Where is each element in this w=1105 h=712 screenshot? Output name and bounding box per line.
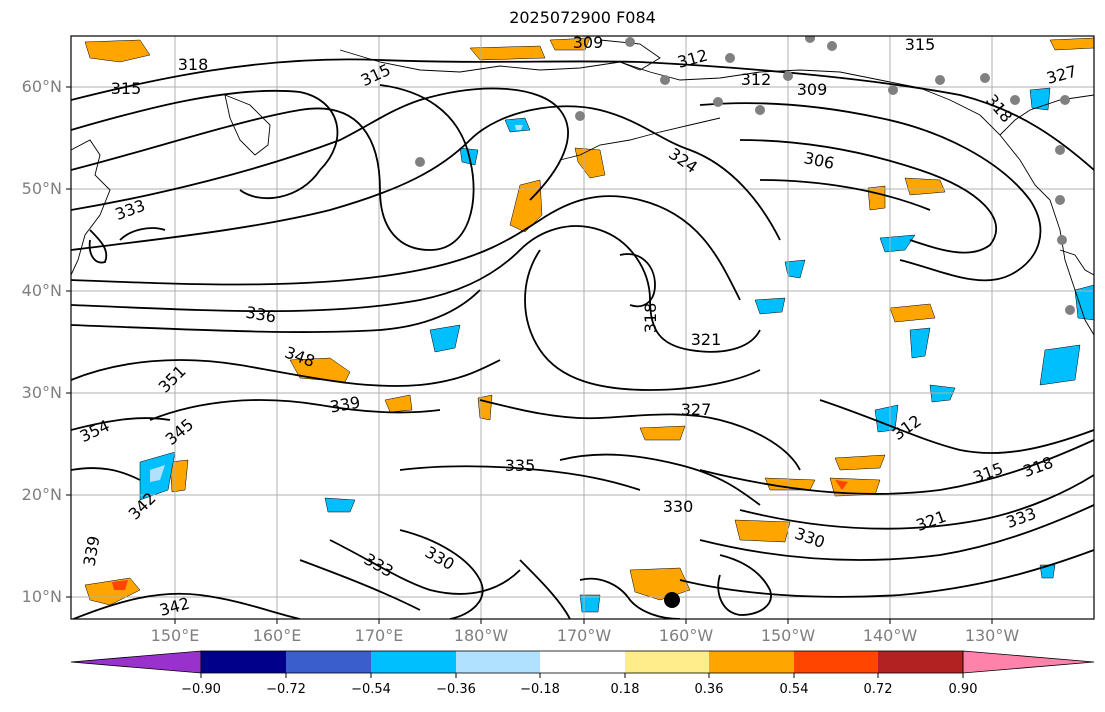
contour-label: 327 <box>681 400 712 419</box>
axis-ticks <box>66 86 993 624</box>
lon-label: 140°W <box>862 626 918 645</box>
contour-label: 330 <box>663 497 694 516</box>
colorbar-bin <box>201 651 286 673</box>
colorbar-extend-min <box>70 650 202 674</box>
contour-label: 315 <box>905 35 936 54</box>
map-area <box>71 36 1094 619</box>
colorbar-tick-label: 0.54 <box>779 682 809 697</box>
colorbar-bin <box>878 651 963 673</box>
lon-label: 150°E <box>150 626 200 645</box>
map-border <box>70 35 1095 620</box>
contour-label: 335 <box>505 456 536 475</box>
lon-label: 160°W <box>658 626 714 645</box>
contour-label: 318 <box>641 303 660 334</box>
lon-label: 150°W <box>760 626 816 645</box>
contour-label: 315 <box>111 79 142 98</box>
lon-label: 180°W <box>453 626 509 645</box>
contour-label: 318 <box>178 55 209 74</box>
colorbar-tick-label: −0.36 <box>436 682 476 697</box>
lat-label: 20°N <box>21 485 62 504</box>
colorbar-tick-label: −0.18 <box>520 682 560 697</box>
contour-label: 321 <box>691 330 722 349</box>
colorbar-bin <box>794 651 878 673</box>
colorbar-bin <box>625 651 709 673</box>
colorbar-tick-label: 0.90 <box>948 682 978 697</box>
colorbar <box>70 650 1095 678</box>
lon-label: 170°E <box>354 626 404 645</box>
coastlines <box>71 39 1094 336</box>
contour-lines <box>71 58 1094 619</box>
colorbar-tick-label: −0.54 <box>351 682 391 697</box>
colorbar-bin <box>371 651 456 673</box>
station-markers <box>415 36 1075 608</box>
colorbar-outline <box>200 650 964 674</box>
map-title: 2025072900 F084 <box>509 8 656 27</box>
colorbar-tick-label: −0.72 <box>266 682 306 697</box>
colorbar-bin <box>709 651 794 673</box>
lat-label: 40°N <box>21 281 62 300</box>
colorbar-bin <box>286 651 371 673</box>
lat-label: 50°N <box>21 179 62 198</box>
colorbar-tick-label: 0.36 <box>694 682 724 697</box>
colorbar-bin <box>540 651 625 673</box>
contour-label: 312 <box>741 70 772 89</box>
colorbar-tick-label: 0.18 <box>610 682 640 697</box>
colorbar-tick-label: −0.90 <box>181 682 221 697</box>
lon-label: 130°W <box>964 626 1020 645</box>
lat-label: 60°N <box>21 77 62 96</box>
colorbar-extend-max <box>962 650 1095 674</box>
lon-label: 160°E <box>252 626 302 645</box>
lat-label: 30°N <box>21 383 62 402</box>
map-gridlines <box>71 36 1094 619</box>
lon-label: 170°W <box>556 626 612 645</box>
contour-label: 309 <box>573 33 604 52</box>
colorbar-tick-label: 0.72 <box>863 682 893 697</box>
contour-label: 309 <box>797 80 828 99</box>
colorbar-bin <box>456 651 540 673</box>
lat-label: 10°N <box>21 587 62 606</box>
shaded-anomaly-patches <box>84 37 1094 613</box>
